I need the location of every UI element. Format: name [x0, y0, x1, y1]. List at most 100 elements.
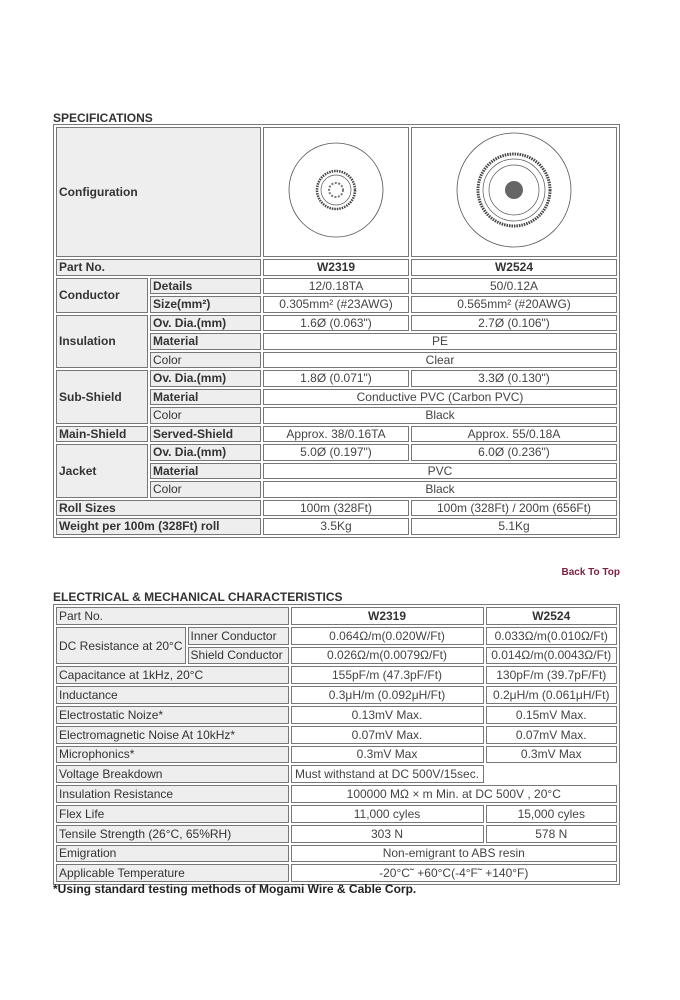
- cell: 578 N: [485, 824, 617, 843]
- table-row: Microphonics* 0.3mV Max 0.3mV Max: [56, 745, 617, 764]
- row-label: Applicable Temperature: [56, 864, 289, 883]
- specifications-table: Configuration Part No. W2319 W2524 Conduct…: [53, 124, 620, 538]
- weight-label: Weight per 100m (328Ft) roll: [56, 518, 261, 535]
- dia-label: Ov. Dia.(mm): [150, 314, 261, 331]
- electrical-heading: ELECTRICAL & MECHANICAL CHARACTERISTICS: [53, 590, 343, 604]
- table-row: Material Conductive PVC (Carbon PVC): [56, 388, 617, 405]
- row-label: Capacitance at 1kHz, 20°C: [56, 666, 289, 685]
- table-row: Flex Life 11,000 cyles 15,000 cyles: [56, 804, 617, 823]
- cell: 0.3mV Max: [485, 745, 617, 764]
- table-row: Material PVC: [56, 462, 617, 479]
- cell: 0.014Ω/m(0.0043Ω/Ft): [485, 646, 617, 665]
- cell: 100m (328Ft) / 200m (656Ft): [411, 499, 617, 516]
- electrical-table: Part No. W2319 W2524 DC Resistance at 20°C…: [53, 604, 620, 886]
- cell: 130pF/m (39.7pF/Ft): [485, 666, 617, 685]
- cell: 3.3Ø (0.130"): [411, 370, 617, 387]
- cell: 155pF/m (47.3pF/Ft): [290, 666, 484, 685]
- cable-cross-section-w2524: [411, 127, 617, 257]
- cell: 0.305mm² (#23AWG): [263, 296, 409, 313]
- cell: 100000 MΩ × m Min. at DC 500V , 20°C: [290, 785, 617, 803]
- dia-label: Ov. Dia.(mm): [150, 370, 261, 387]
- cell: 100m (328Ft): [263, 499, 409, 516]
- row-label: Flex Life: [56, 804, 289, 823]
- configuration-label: Configuration: [56, 127, 261, 257]
- table-row: Insulation Resistance 100000 MΩ × m Min. …: [56, 785, 617, 803]
- table-row: Capacitance at 1kHz, 20°C 155pF/m (47.3pF…: [56, 666, 617, 685]
- row-label: Tensile Strength (26°C, 65%RH): [56, 824, 289, 843]
- cell: PVC: [263, 462, 617, 479]
- table-row: Voltage Breakdown Must withstand at DC 50…: [56, 765, 617, 784]
- color-label: Color: [150, 407, 261, 424]
- table-row: Color Black: [56, 481, 617, 498]
- cable-cross-section-w2319: [263, 127, 409, 257]
- served-shield-label: Served-Shield: [150, 425, 261, 442]
- table-row: Part No. W2319 W2524: [56, 607, 617, 625]
- cell: 1.6Ø (0.063"): [263, 314, 409, 331]
- cell: PE: [263, 333, 617, 350]
- cell: Non-emigrant to ABS resin: [290, 844, 617, 863]
- cell: 11,000 cyles: [290, 804, 484, 823]
- table-row: Material PE: [56, 333, 617, 350]
- cell: 0.064Ω/m(0.020W/Ft): [290, 626, 484, 645]
- row-label: Voltage Breakdown: [56, 765, 289, 784]
- cell: Approx. 38/0.16TA: [263, 425, 409, 442]
- row-label: Insulation Resistance: [56, 785, 289, 803]
- table-row: Conductor Details 12/0.18TA 50/0.12A: [56, 277, 617, 313]
- part-w2319: W2319: [263, 259, 409, 276]
- footnote: *Using standard testing methods of Mogam…: [53, 882, 417, 896]
- cell: Black: [263, 481, 617, 498]
- table-row: Electromagnetic Noise At 10kHz* 0.07mV Ma…: [56, 725, 617, 744]
- part-no-label: Part No.: [56, 607, 289, 625]
- back-to-top-link[interactable]: Back To Top: [561, 567, 620, 578]
- table-row: Color Clear: [56, 351, 617, 368]
- cell: 12/0.18TA: [263, 277, 409, 294]
- size-label: Size(mm²): [150, 296, 261, 313]
- part-no-label: Part No.: [56, 259, 261, 276]
- row-label: Microphonics*: [56, 745, 289, 764]
- cell: 0.3μH/m (0.092μH/Ft): [290, 686, 484, 704]
- inner-conductor-label: Inner Conductor: [187, 626, 289, 645]
- cell: 0.15mV Max.: [485, 705, 617, 724]
- cell: 1.8Ø (0.071"): [263, 370, 409, 387]
- cell: 0.13mV Max.: [290, 705, 484, 724]
- table-row: Main-Shield Served-Shield Approx. 38/0.16T…: [56, 425, 617, 442]
- part-w2319: W2319: [290, 607, 484, 625]
- row-label: Electrostatic Noize*: [56, 705, 289, 724]
- cell: 5.1Kg: [411, 518, 617, 535]
- cell: Black: [263, 407, 617, 424]
- table-row: Emigration Non-emigrant to ABS resin: [56, 844, 617, 863]
- table-row: Weight per 100m (328Ft) roll 3.5Kg 5.1Kg: [56, 518, 617, 535]
- cell: Must withstand at DC 500V/15sec.: [290, 765, 484, 784]
- cell: Conductive PVC (Carbon PVC): [263, 388, 617, 405]
- table-row: Sub-Shield Ov. Dia.(mm) 1.8Ø (0.071") 3.3Ø …: [56, 370, 617, 424]
- row-label: Inductance: [56, 686, 289, 704]
- sub-shield-label: Sub-Shield: [56, 370, 148, 424]
- cell: 0.033Ω/m(0.010Ω/Ft): [485, 626, 617, 645]
- table-row: Size(mm²) 0.305mm² (#23AWG) 0.565mm² (#20A…: [56, 296, 617, 313]
- conductor-label: Conductor: [56, 277, 148, 313]
- table-row: Part No. W2319 W2524: [56, 259, 617, 276]
- specifications-heading: SPECIFICATIONS: [53, 111, 153, 125]
- color-label: Color: [150, 351, 261, 368]
- table-row: Configuration: [56, 127, 617, 257]
- cell: 0.565mm² (#20AWG): [411, 296, 617, 313]
- table-row: Color Black: [56, 407, 617, 424]
- table-row: Shield Conductor 0.026Ω/m(0.0079Ω/Ft) 0.01…: [56, 646, 617, 665]
- part-w2524: W2524: [411, 259, 617, 276]
- color-label: Color: [150, 481, 261, 498]
- cell: 2.7Ø (0.106"): [411, 314, 617, 331]
- table-row: Tensile Strength (26°C, 65%RH) 303 N 578 N: [56, 824, 617, 843]
- dia-label: Ov. Dia.(mm): [150, 444, 261, 461]
- cell: Clear: [263, 351, 617, 368]
- table-row: Roll Sizes 100m (328Ft) 100m (328Ft) / 200…: [56, 499, 617, 516]
- dc-resistance-label: DC Resistance at 20°C: [56, 626, 186, 665]
- cell: 0.07mV Max.: [290, 725, 484, 744]
- table-row: Applicable Temperature -20°C˜ +60°C(-4°F˜…: [56, 864, 617, 883]
- cell: 0.026Ω/m(0.0079Ω/Ft): [290, 646, 484, 665]
- details-label: Details: [150, 277, 261, 294]
- insulation-label: Insulation: [56, 314, 148, 368]
- cell: 50/0.12A: [411, 277, 617, 294]
- cell: 0.07mV Max.: [485, 725, 617, 744]
- part-w2524: W2524: [485, 607, 617, 625]
- jacket-label: Jacket: [56, 444, 148, 498]
